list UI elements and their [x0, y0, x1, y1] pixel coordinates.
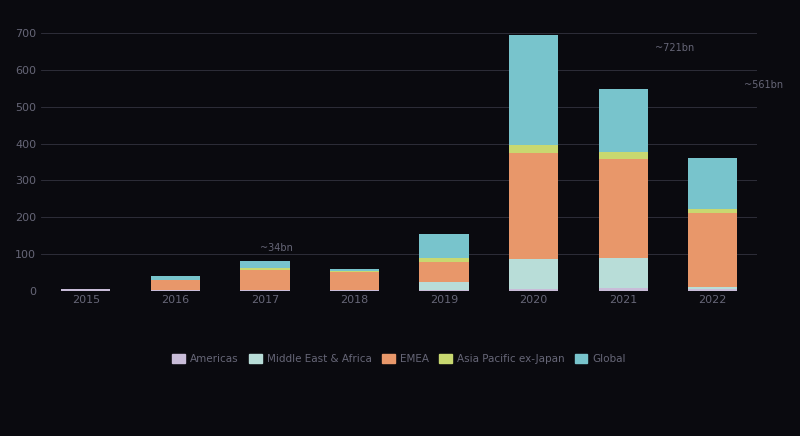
Legend: Americas, Middle East & Africa, EMEA, Asia Pacific ex-Japan, Global: Americas, Middle East & Africa, EMEA, As… [168, 350, 630, 368]
Bar [509, 146, 558, 153]
Bar [240, 290, 290, 291]
Bar [598, 152, 648, 159]
Bar [598, 288, 648, 291]
Bar [330, 271, 379, 272]
Bar [419, 282, 469, 290]
Bar [330, 272, 379, 290]
Bar [419, 262, 469, 282]
Text: ~721bn: ~721bn [654, 43, 694, 53]
Bar [330, 290, 379, 291]
Bar [419, 235, 469, 258]
Text: ~561bn: ~561bn [744, 80, 783, 90]
Bar [509, 289, 558, 291]
Bar [688, 287, 738, 289]
Bar [688, 209, 738, 214]
Bar [419, 290, 469, 291]
Bar [598, 159, 648, 258]
Bar [598, 89, 648, 152]
Text: ~34bn: ~34bn [261, 243, 294, 253]
Bar [509, 259, 558, 289]
Bar [688, 289, 738, 291]
Bar [509, 35, 558, 146]
Bar [240, 269, 290, 290]
Bar [150, 290, 200, 291]
Bar [150, 279, 200, 290]
Bar [240, 268, 290, 269]
Bar [61, 289, 110, 291]
Bar [330, 269, 379, 271]
Bar [688, 157, 738, 209]
Bar [150, 276, 200, 279]
Bar [688, 214, 738, 287]
Bar [509, 153, 558, 259]
Bar [419, 258, 469, 262]
Bar [598, 258, 648, 288]
Bar [240, 261, 290, 268]
